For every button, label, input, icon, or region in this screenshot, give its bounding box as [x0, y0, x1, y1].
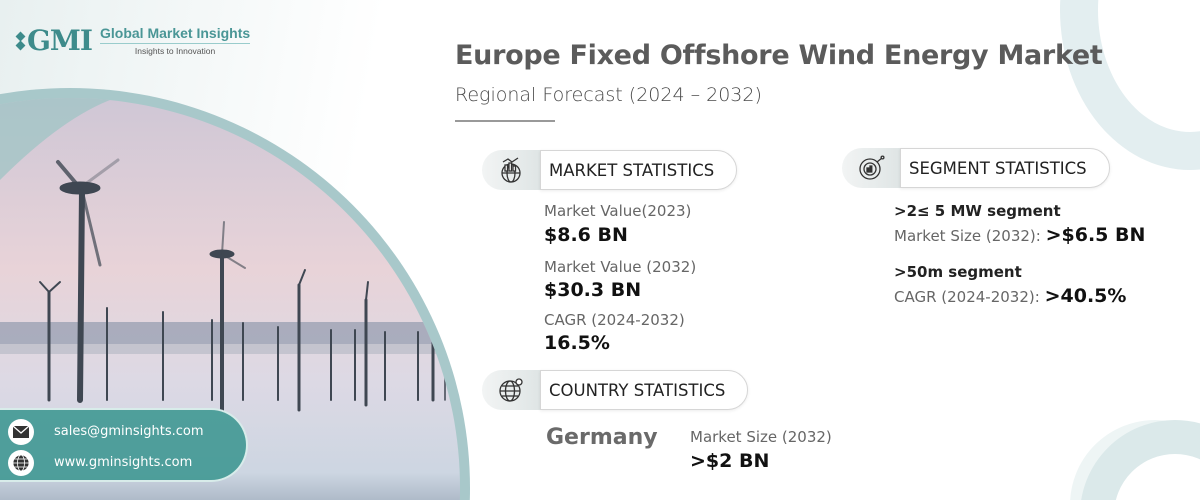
website-link[interactable]: www.gminsights.com: [54, 455, 193, 470]
title-divider: [455, 120, 555, 122]
decorative-arc-top-right: [1060, 0, 1200, 170]
segment-2-value: >40.5%: [1044, 285, 1127, 307]
contact-website[interactable]: www.gminsights.com: [8, 447, 246, 478]
page-title: Europe Fixed Offshore Wind Energy Market: [455, 40, 1103, 71]
segment-2-label: CAGR (2024-2032):: [894, 288, 1045, 306]
globe-icon: [8, 449, 34, 476]
globe-chart-icon: [482, 150, 540, 190]
target-chart-icon: [842, 148, 900, 188]
cagr-label: CAGR (2024-2032): [544, 311, 685, 329]
country-statistics-header: COUNTRY STATISTICS: [482, 370, 749, 410]
gmi-logo: GMI Global Market Insights Insights to I…: [15, 24, 251, 57]
logo-mark: GMI: [15, 24, 93, 57]
segment-2-name: >50m segment: [894, 263, 1022, 281]
segment-statistics-label: SEGMENT STATISTICS: [900, 148, 1110, 188]
cagr-value: 16.5%: [544, 332, 610, 354]
segment-2-line: CAGR (2024-2032): >40.5%: [894, 285, 1126, 307]
segment-1-line: Market Size (2032): >$6.5 BN: [894, 224, 1145, 246]
segment-1-label: Market Size (2032):: [894, 227, 1046, 245]
brand-tagline: Insights to Innovation: [134, 46, 216, 56]
country-market-size-label: Market Size (2032): [690, 428, 832, 446]
page-subtitle: Regional Forecast (2024 – 2032): [455, 84, 762, 106]
market-value-2032-label: Market Value (2032): [544, 258, 697, 276]
segment-1-name: >2≤ 5 MW segment: [894, 202, 1061, 220]
wind-turbines-illustration: [0, 98, 460, 412]
market-statistics-label: MARKET STATISTICS: [540, 150, 738, 190]
segment-1-value: >$6.5 BN: [1045, 224, 1146, 246]
country-name: Germany: [546, 425, 658, 450]
market-statistics-header: MARKET STATISTICS: [482, 150, 738, 190]
email-link[interactable]: sales@gminsights.com: [54, 424, 204, 439]
globe-pin-icon: [482, 370, 540, 410]
contact-email[interactable]: sales@gminsights.com: [8, 416, 246, 447]
brand-name: Global Market Insights: [100, 25, 251, 44]
decorative-arc-bottom-right: [1080, 420, 1200, 500]
logo-letters: GMI: [27, 24, 93, 57]
market-value-2032: $30.3 BN: [544, 279, 642, 301]
country-market-size-value: >$2 BN: [690, 450, 770, 472]
logo-diamonds-icon: [15, 31, 26, 50]
envelope-icon: [8, 418, 34, 445]
market-value-2023: $8.6 BN: [544, 224, 628, 246]
market-value-2023-label: Market Value(2023): [544, 202, 692, 220]
country-statistics-label: COUNTRY STATISTICS: [540, 370, 749, 410]
contact-bar: sales@gminsights.com www.gminsights.com: [0, 408, 248, 482]
segment-statistics-header: SEGMENT STATISTICS: [842, 148, 1110, 188]
